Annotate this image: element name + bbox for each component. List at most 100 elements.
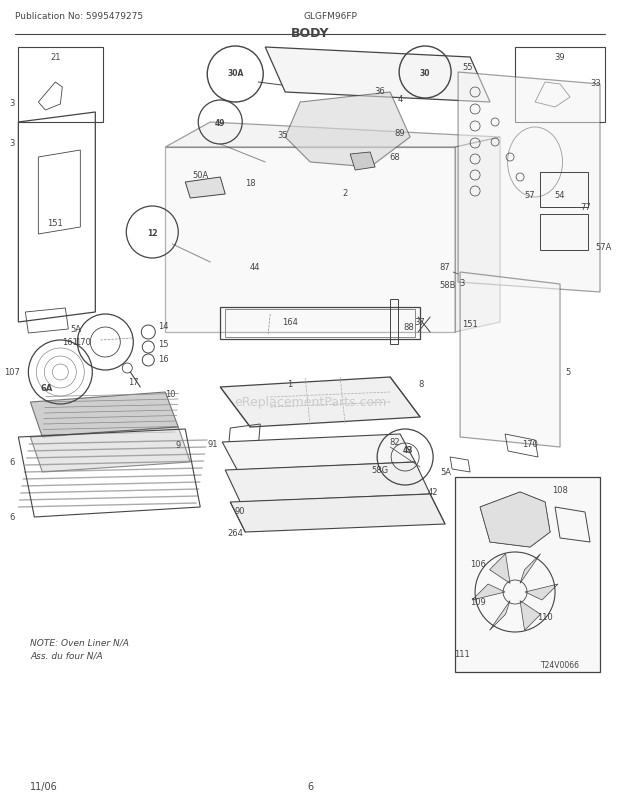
Text: 30A: 30A bbox=[227, 68, 244, 78]
Text: 151: 151 bbox=[48, 218, 63, 227]
Text: 264: 264 bbox=[228, 528, 243, 537]
Text: 2: 2 bbox=[342, 188, 348, 197]
Text: 43: 43 bbox=[403, 446, 414, 455]
Polygon shape bbox=[455, 138, 500, 333]
Bar bbox=[540, 172, 588, 208]
Polygon shape bbox=[460, 273, 560, 448]
Polygon shape bbox=[490, 554, 510, 584]
Polygon shape bbox=[350, 153, 375, 171]
Bar bbox=[540, 215, 588, 251]
Text: 50A: 50A bbox=[192, 170, 208, 180]
Polygon shape bbox=[30, 392, 179, 437]
Polygon shape bbox=[166, 148, 455, 333]
Polygon shape bbox=[520, 554, 541, 584]
Text: 111: 111 bbox=[454, 650, 470, 658]
Text: BODY: BODY bbox=[291, 27, 329, 40]
Text: 15: 15 bbox=[158, 340, 169, 349]
Bar bbox=[390, 300, 398, 345]
Polygon shape bbox=[480, 492, 550, 547]
Polygon shape bbox=[265, 48, 490, 103]
Text: 109: 109 bbox=[470, 597, 486, 607]
Text: 58G: 58G bbox=[371, 466, 389, 475]
Text: 54: 54 bbox=[555, 190, 565, 199]
Text: 12: 12 bbox=[147, 229, 157, 237]
Text: 107: 107 bbox=[4, 368, 20, 377]
Text: 18: 18 bbox=[245, 178, 255, 187]
Text: 110: 110 bbox=[537, 613, 553, 622]
Text: 164: 164 bbox=[282, 318, 298, 327]
Text: 90: 90 bbox=[235, 506, 246, 515]
Text: 10: 10 bbox=[165, 390, 175, 399]
Text: 3: 3 bbox=[459, 278, 465, 287]
Text: T24V0066: T24V0066 bbox=[541, 661, 580, 670]
Text: 88: 88 bbox=[403, 323, 414, 332]
Text: 6: 6 bbox=[9, 458, 14, 467]
Text: 55: 55 bbox=[463, 63, 473, 72]
Text: 11/06: 11/06 bbox=[30, 781, 58, 791]
Text: 49: 49 bbox=[215, 119, 226, 128]
Text: 6: 6 bbox=[9, 512, 14, 522]
Polygon shape bbox=[490, 601, 510, 630]
Text: 3: 3 bbox=[9, 99, 14, 107]
Text: 58B: 58B bbox=[440, 280, 456, 290]
Bar bbox=[455, 477, 600, 672]
Text: Publication No: 5995479275: Publication No: 5995479275 bbox=[16, 12, 143, 21]
Text: 33: 33 bbox=[590, 79, 601, 87]
Text: 87: 87 bbox=[440, 263, 451, 272]
Polygon shape bbox=[285, 93, 410, 168]
Text: 57A: 57A bbox=[595, 243, 611, 252]
Polygon shape bbox=[222, 435, 415, 471]
Polygon shape bbox=[230, 494, 445, 533]
Text: eReplacementParts.com: eReplacementParts.com bbox=[234, 396, 386, 409]
Text: 89: 89 bbox=[395, 128, 405, 137]
Text: GLGFM96FP: GLGFM96FP bbox=[303, 12, 357, 21]
Text: 5: 5 bbox=[565, 368, 570, 377]
Text: 151: 151 bbox=[463, 320, 478, 329]
Bar bbox=[515, 48, 605, 123]
Bar bbox=[19, 48, 104, 123]
Text: 5A: 5A bbox=[440, 468, 451, 477]
Polygon shape bbox=[220, 378, 420, 427]
Text: 44: 44 bbox=[250, 263, 260, 272]
Text: 37: 37 bbox=[415, 318, 425, 327]
Text: 77: 77 bbox=[580, 203, 591, 213]
Text: 170: 170 bbox=[75, 338, 91, 347]
Text: 14: 14 bbox=[158, 322, 169, 331]
Text: 91: 91 bbox=[208, 440, 218, 449]
Text: 3: 3 bbox=[9, 138, 14, 148]
Text: 9: 9 bbox=[175, 441, 181, 450]
Polygon shape bbox=[525, 585, 558, 600]
Polygon shape bbox=[185, 178, 225, 199]
Text: Ass. du four N/A: Ass. du four N/A bbox=[30, 650, 103, 660]
Text: 106: 106 bbox=[470, 560, 486, 569]
Text: 6: 6 bbox=[307, 781, 313, 791]
Polygon shape bbox=[458, 73, 600, 293]
Polygon shape bbox=[166, 123, 500, 148]
Text: 68: 68 bbox=[390, 153, 401, 162]
Text: 4: 4 bbox=[397, 95, 403, 104]
Polygon shape bbox=[30, 427, 190, 472]
Bar bbox=[220, 308, 420, 339]
Bar bbox=[225, 310, 415, 338]
Text: 170: 170 bbox=[522, 440, 538, 449]
Text: 5A: 5A bbox=[70, 325, 81, 334]
Text: 161: 161 bbox=[63, 338, 78, 347]
Polygon shape bbox=[225, 463, 430, 502]
Text: 82: 82 bbox=[390, 438, 401, 447]
Text: 6A: 6A bbox=[40, 384, 53, 393]
Text: NOTE: Oven Liner N/A: NOTE: Oven Liner N/A bbox=[30, 638, 129, 646]
Text: 36: 36 bbox=[374, 87, 386, 95]
Text: 8: 8 bbox=[418, 380, 423, 389]
Text: 42: 42 bbox=[428, 488, 438, 497]
Text: 17: 17 bbox=[128, 378, 139, 387]
Polygon shape bbox=[472, 585, 505, 600]
Text: 30: 30 bbox=[420, 68, 430, 78]
Text: 35: 35 bbox=[277, 131, 288, 140]
Text: 1: 1 bbox=[288, 380, 293, 389]
Text: 39: 39 bbox=[555, 54, 565, 63]
Text: 16: 16 bbox=[158, 355, 169, 364]
Text: 108: 108 bbox=[552, 486, 568, 495]
Text: 57: 57 bbox=[525, 190, 535, 199]
Polygon shape bbox=[520, 601, 541, 630]
Text: 21: 21 bbox=[50, 54, 61, 63]
